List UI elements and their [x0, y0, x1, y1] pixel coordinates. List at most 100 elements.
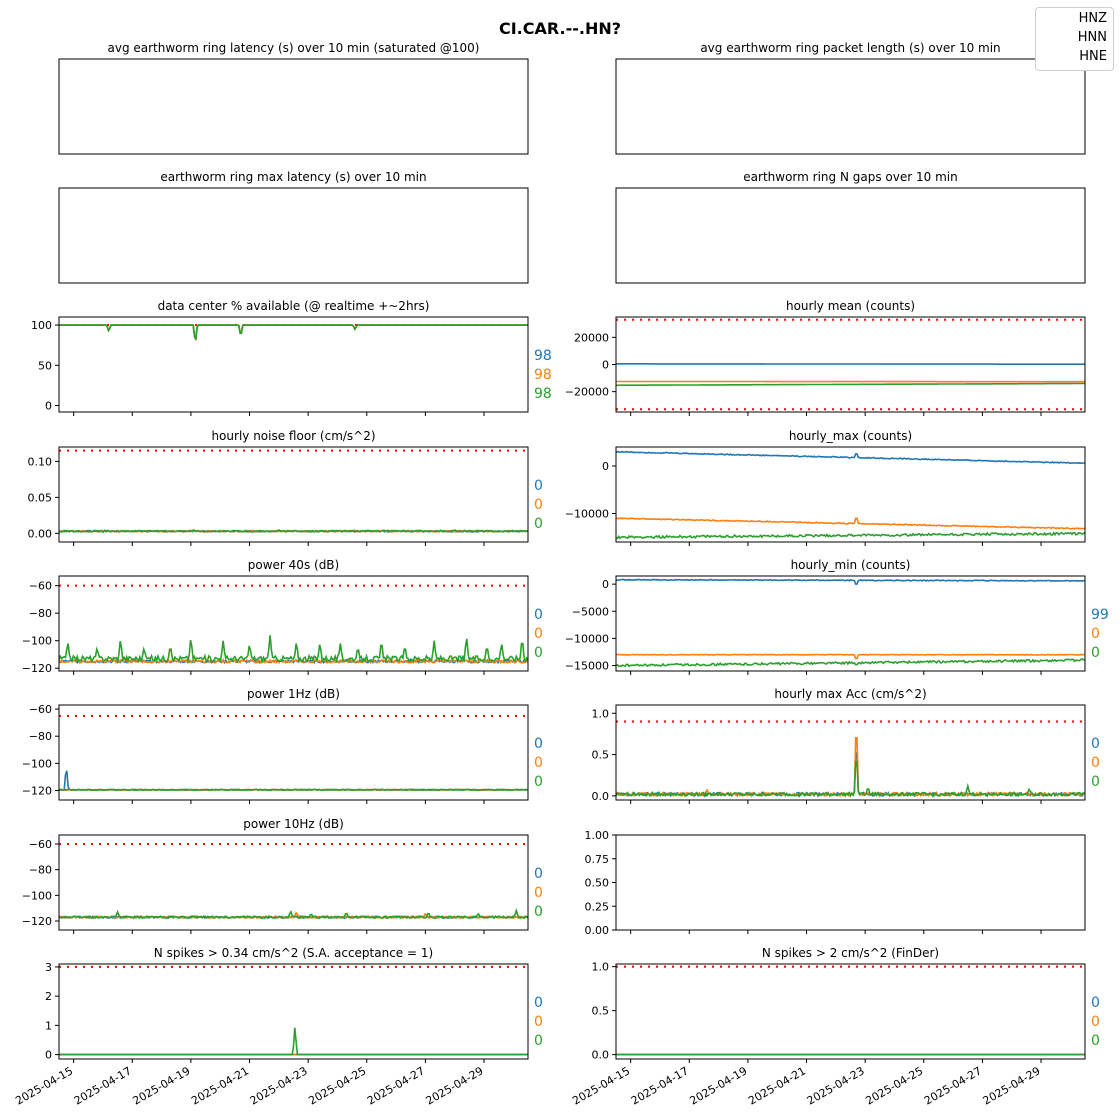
series-line-hne	[616, 658, 1085, 668]
side-label-hnz: 0	[1091, 736, 1100, 752]
y-tick-label: 1	[45, 1019, 52, 1032]
y-tick-label: 0.00	[28, 527, 53, 540]
panel-ngaps: earthworm ring N gaps over 10 min	[615, 170, 1086, 284]
side-label-hnz: 0	[534, 607, 543, 623]
panel-title: earthworm ring N gaps over 10 min	[743, 170, 957, 184]
side-label-hnn: 0	[534, 885, 543, 901]
side-label-hnn: 0	[534, 497, 543, 513]
panel-hmean: hourly mean (counts) −20000 0 20000	[565, 299, 1086, 416]
x-tick-label: 2025-04-23	[805, 1064, 867, 1107]
side-label-hnz: 0	[1091, 995, 1100, 1011]
y-tick-label: 20000	[574, 331, 609, 344]
panel-hmin: hourly_min (counts) −15000 −10000 −5000 0 99 0…	[565, 558, 1109, 675]
y-tick-label: 1.0	[592, 707, 610, 720]
series-line-hnn	[616, 653, 1085, 660]
y-tick-label: −15000	[565, 660, 609, 673]
x-tick-label: 2025-04-15	[570, 1064, 632, 1107]
y-tick-label: 0.00	[585, 924, 610, 937]
series-line-hne	[616, 382, 1085, 387]
y-tick-label: 0.0	[592, 1049, 610, 1062]
side-label-hnz: 0	[534, 478, 543, 494]
x-tick-label: 2025-04-17	[72, 1064, 134, 1107]
y-tick-label: 0	[45, 400, 52, 413]
y-tick-label: −20000	[565, 386, 609, 399]
panel-frame	[58, 963, 529, 1060]
y-tick-label: −80	[29, 864, 52, 877]
y-tick-label: 1.00	[585, 829, 610, 842]
x-tick-label: 2025-04-29	[424, 1064, 486, 1107]
side-label-hne: 0	[1091, 774, 1100, 790]
panel-noise: hourly noise floor (cm/s^2) 0.00 0.05 0.10 0…	[28, 429, 543, 546]
panel-hmax: hourly_max (counts) −10000 0	[565, 429, 1086, 546]
panel-frame	[58, 316, 529, 413]
series-line-hne	[59, 908, 528, 920]
y-tick-label: 0.5	[592, 749, 610, 762]
side-label-hne: 0	[534, 774, 543, 790]
y-tick-label: −80	[29, 607, 52, 620]
panel-frame	[58, 187, 529, 284]
y-tick-label: 1.0	[592, 961, 610, 974]
y-tick-label: 0.5	[592, 1005, 610, 1018]
panel-title: earthworm ring max latency (s) over 10 m…	[160, 170, 426, 184]
y-tick-label: 0	[602, 460, 609, 473]
y-tick-label: −100	[22, 889, 52, 902]
side-label-hnn: 98	[534, 367, 552, 383]
panel-hmaxacc: hourly max Acc (cm/s^2) 0.0 0.5 1.0 0 0 0	[592, 687, 1100, 804]
y-tick-label: −10000	[565, 632, 609, 645]
legend: HNZ HNN HNE	[1035, 7, 1114, 71]
x-tick-label: 2025-04-23	[248, 1064, 310, 1107]
side-label-hnz: 98	[534, 348, 552, 364]
series-line-hne	[59, 635, 528, 665]
series-line-hne	[59, 1027, 528, 1056]
series-line-hne	[59, 324, 528, 341]
y-tick-label: −5000	[572, 605, 609, 618]
panel-title: N spikes > 2 cm/s^2 (FinDer)	[762, 946, 939, 960]
series-line-hne	[59, 788, 528, 792]
panel-title: hourly mean (counts)	[786, 299, 915, 313]
y-tick-label: 0.75	[585, 853, 610, 866]
panel-title: power 40s (dB)	[248, 558, 339, 572]
y-tick-label: 100	[31, 319, 52, 332]
panel-pktlen: avg earthworm ring packet length (s) ove…	[615, 41, 1086, 155]
y-tick-label: 0	[45, 1049, 52, 1062]
panel-frame	[615, 187, 1086, 284]
y-tick-label: 0.10	[28, 455, 53, 468]
series-line-hnz	[616, 752, 1085, 798]
panel-p10hz: power 10Hz (dB) −120 −100 −80 −60 0 0 0	[22, 817, 543, 934]
plot-area	[59, 324, 528, 342]
series-line-hnz	[59, 324, 528, 342]
plot-area	[616, 318, 1085, 411]
panel-frame	[58, 446, 529, 543]
panel-frame	[615, 575, 1086, 672]
side-label-hne: 0	[534, 516, 543, 532]
series-line-hnz	[59, 770, 528, 792]
plot-area	[59, 584, 528, 665]
side-label-hnz: 0	[534, 866, 543, 882]
x-tick-label: 2025-04-21	[746, 1064, 808, 1107]
side-label-hnn: 0	[534, 1014, 543, 1030]
panel-title: power 1Hz (dB)	[247, 687, 340, 701]
x-tick-label: 2025-04-19	[131, 1064, 193, 1107]
y-tick-label: −60	[29, 580, 52, 593]
legend-item-hnn: HNN	[1077, 30, 1107, 45]
plot-area	[59, 449, 528, 534]
panel-maxlat: earthworm ring max latency (s) over 10 m…	[58, 170, 529, 284]
figure-title: CI.CAR.--.HN?	[498, 19, 621, 38]
side-label-hne: 98	[534, 386, 552, 402]
y-tick-label: 50	[38, 359, 52, 372]
y-tick-label: −60	[29, 838, 52, 851]
panel-spk2: N spikes > 2 cm/s^2 (FinDer) 0.0 0.5 1.0 202…	[570, 946, 1100, 1108]
y-tick-label: 2	[45, 990, 52, 1003]
side-label-hnz: 0	[534, 995, 543, 1011]
panel-title: hourly_min (counts)	[791, 558, 911, 572]
y-tick-label: 0	[602, 359, 609, 372]
panel-title: avg earthworm ring latency (s) over 10 m…	[108, 41, 480, 55]
plot-area	[59, 965, 528, 1056]
side-label-hnn: 0	[1091, 626, 1100, 642]
series-line-hnz	[616, 578, 1085, 585]
side-label-hnn: 0	[534, 626, 543, 642]
y-tick-label: −100	[22, 757, 52, 770]
panel-frame	[615, 316, 1086, 413]
plot-area	[59, 714, 528, 792]
